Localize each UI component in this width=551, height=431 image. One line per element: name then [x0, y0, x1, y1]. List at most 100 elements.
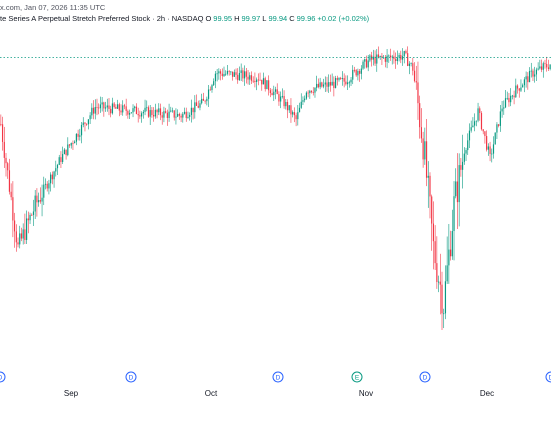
candle-body [465, 150, 467, 154]
candle-body [98, 107, 100, 109]
candle-body [53, 171, 55, 180]
candle-body [122, 105, 124, 113]
candle-body [283, 95, 285, 107]
candle-body [31, 214, 33, 216]
candle-body [89, 115, 91, 120]
candle-body [84, 122, 86, 124]
change-value: +0.02 (+0.02%) [317, 14, 370, 23]
candle-body [94, 106, 96, 114]
candle-body [72, 143, 74, 144]
candle-body [542, 63, 544, 70]
candle-body [449, 249, 452, 257]
candle-body [242, 70, 244, 79]
candle-body [180, 115, 182, 118]
candle-body [398, 54, 400, 58]
candle-body [111, 103, 114, 114]
candle-body [65, 149, 67, 156]
dividend-marker[interactable]: D [419, 371, 431, 383]
candle-body [17, 242, 19, 245]
candle-body [415, 81, 417, 83]
candle-body [168, 111, 170, 118]
candle-body [458, 165, 460, 203]
candle-body [247, 76, 249, 80]
candle-body [41, 197, 43, 202]
candle-body [264, 78, 266, 90]
candle-body [499, 111, 501, 126]
candle-body [353, 69, 356, 71]
candle-body [75, 133, 77, 142]
marker-circle [419, 371, 431, 383]
candle-body [206, 98, 208, 102]
candle-body [374, 56, 376, 64]
candle-body [400, 54, 402, 60]
candle-body [520, 87, 522, 91]
candle-body [290, 105, 292, 115]
candle-body [377, 54, 380, 57]
x-axis-label: Nov [359, 389, 373, 398]
candle-body [48, 183, 50, 189]
candle-body [329, 82, 332, 86]
candle-body [515, 85, 517, 98]
candle-body [173, 110, 175, 118]
candle-body [317, 83, 320, 88]
candle-body [456, 181, 459, 203]
candle-body [15, 231, 17, 243]
marker-letter: D [549, 375, 551, 382]
candle-body [425, 141, 428, 178]
candle-body [214, 73, 217, 82]
marker-circle [0, 371, 6, 383]
candle-body [491, 153, 493, 155]
candle-body [484, 131, 486, 137]
candle-body [96, 106, 98, 108]
candle-body [477, 108, 479, 121]
candle-body [407, 53, 409, 66]
candle-body [13, 220, 16, 232]
dividend-marker[interactable]: D [545, 371, 551, 383]
candle-body [226, 70, 229, 74]
candle-body [146, 107, 148, 109]
candle-body [24, 229, 26, 240]
candle-body [12, 197, 14, 221]
dividend-marker[interactable]: D [125, 371, 137, 383]
candle-body [261, 79, 263, 85]
candle-body [116, 104, 119, 109]
candle-body [139, 115, 141, 117]
x-axis-label: Dec [480, 389, 494, 398]
marker-letter: D [129, 375, 134, 382]
candle-body [166, 112, 168, 118]
earnings-marker[interactable]: E [351, 371, 363, 383]
candle-body [388, 55, 390, 57]
candle-body [225, 73, 227, 75]
candle-body [142, 111, 144, 114]
candle-body [197, 105, 199, 108]
candle-body [262, 78, 265, 85]
candle-body [314, 87, 316, 93]
candle-body [396, 57, 398, 62]
candle-body [245, 71, 247, 77]
candle-body [326, 82, 328, 87]
candle-body [192, 107, 194, 113]
candle-body [417, 82, 419, 104]
candle-body [345, 81, 347, 85]
candle-body [60, 157, 62, 162]
candle-body [221, 73, 223, 77]
candle-body [7, 163, 9, 171]
candle-body [463, 153, 465, 162]
candle-body [259, 79, 261, 81]
candle-body [523, 79, 525, 86]
candle-body [171, 110, 174, 112]
candle-body [341, 78, 344, 79]
candle-body [508, 97, 510, 103]
candle-body [56, 164, 59, 169]
dividend-marker[interactable]: D [272, 371, 284, 383]
candle-body [486, 136, 488, 150]
candle-body [44, 183, 47, 185]
candle-body [244, 71, 246, 79]
x-axis-label: Sep [64, 389, 79, 398]
candle-body [395, 59, 397, 62]
high-value: 99.97 [241, 14, 261, 23]
dividend-marker[interactable]: D [0, 371, 6, 383]
candle-body [474, 121, 476, 126]
candle-body [113, 103, 115, 107]
